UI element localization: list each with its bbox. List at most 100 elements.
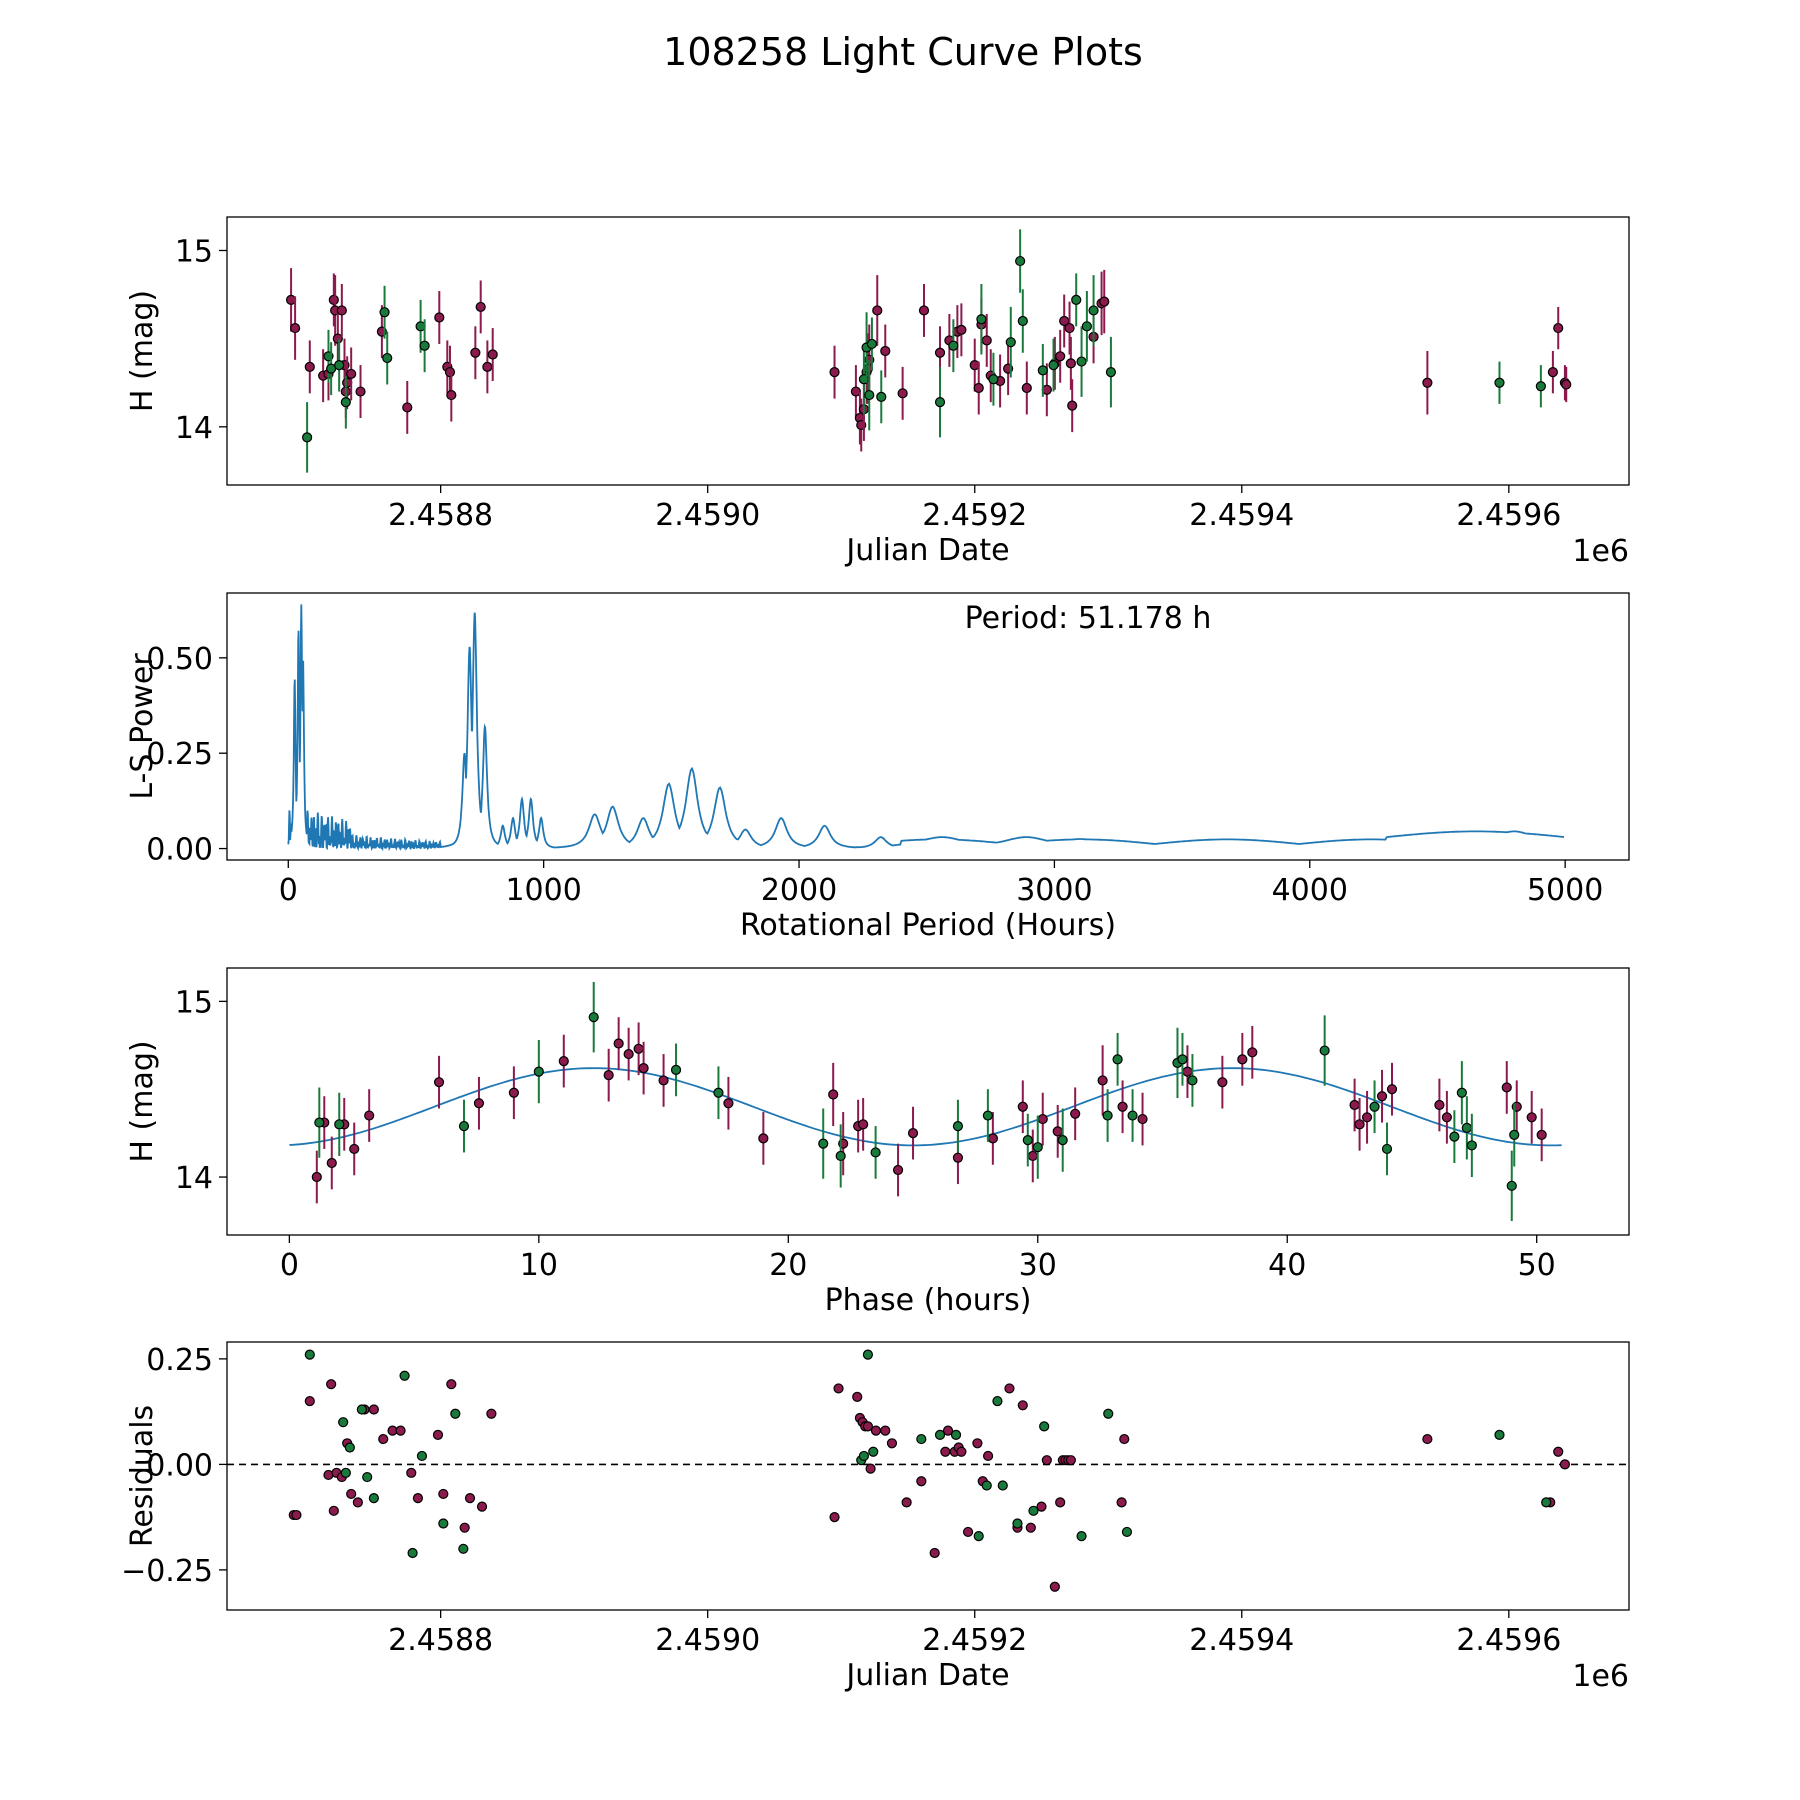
point-g	[399, 1370, 410, 1381]
point-g	[1088, 305, 1099, 316]
point-r	[1037, 1113, 1048, 1125]
point-r	[289, 322, 301, 334]
point-r	[872, 305, 883, 316]
point-r	[1182, 1066, 1193, 1077]
x-tick-label: 2.4594	[1189, 498, 1294, 533]
axes-frame	[226, 1341, 1630, 1611]
point-r	[1361, 1112, 1373, 1123]
point-g	[835, 1150, 846, 1162]
point-r	[829, 367, 840, 378]
point-g	[344, 1442, 355, 1453]
point-g	[973, 1531, 984, 1542]
point-g	[407, 1547, 418, 1559]
point-g	[334, 360, 345, 371]
point-r	[1117, 1101, 1128, 1112]
point-r	[1017, 1400, 1028, 1411]
point-r	[444, 367, 456, 378]
point-r	[929, 1547, 940, 1559]
point-g	[1037, 365, 1048, 376]
point-r	[1561, 379, 1572, 390]
point-r	[1237, 1054, 1248, 1065]
point-r	[438, 1488, 449, 1500]
x-tick-label: 1000	[505, 873, 581, 908]
point-g	[416, 1450, 428, 1462]
point-r	[973, 382, 984, 394]
y-tick-label: 15	[175, 235, 213, 270]
point-r	[1065, 358, 1076, 369]
x-axis-label: Rotational Period (Hours)	[740, 908, 1116, 943]
point-g	[1494, 1429, 1505, 1440]
point-r	[328, 294, 339, 305]
point-r	[1036, 1501, 1047, 1512]
point-r	[473, 1098, 485, 1109]
point-g	[976, 314, 987, 325]
point-r	[368, 1404, 379, 1415]
point-g	[1369, 1101, 1380, 1112]
point-r	[987, 1133, 998, 1144]
plot-area	[227, 1349, 1629, 1592]
point-r	[336, 305, 347, 316]
point-r	[982, 1450, 994, 1462]
period-annotation: Period: 51.178 h	[965, 601, 1212, 636]
panel-phased: 0 10 20 30 40 50 14 15 Phase (hours) H (mag)	[125, 967, 1630, 1318]
point-r	[1547, 367, 1558, 378]
point-r	[433, 1077, 445, 1088]
point-r	[886, 1438, 898, 1449]
point-r	[1017, 1101, 1028, 1112]
point-g	[1456, 1087, 1467, 1098]
y-tick-label: 0.50	[146, 642, 213, 677]
point-r	[828, 1089, 839, 1100]
point-g	[1319, 1045, 1330, 1056]
point-g	[981, 1480, 992, 1491]
y-tick-label: 0.00	[146, 1448, 213, 1483]
point-r	[1137, 1113, 1148, 1125]
point-g	[450, 1408, 461, 1419]
point-g	[1509, 1129, 1520, 1140]
point-g	[314, 1117, 325, 1128]
point-r	[346, 368, 357, 380]
point-g	[1071, 294, 1082, 305]
point-r	[1349, 1099, 1360, 1111]
point-g	[419, 340, 430, 351]
point-r	[1422, 1433, 1433, 1445]
point-r	[758, 1133, 769, 1144]
point-r	[1553, 322, 1564, 334]
point-g	[1177, 1054, 1188, 1065]
point-g	[876, 391, 887, 402]
point-g	[1048, 360, 1059, 371]
point-r	[892, 1164, 904, 1176]
point-r	[1536, 1129, 1547, 1140]
point-r	[304, 1395, 315, 1407]
point-r	[446, 389, 457, 401]
point-g	[1541, 1497, 1552, 1508]
point-r	[1434, 1099, 1445, 1111]
offset-text: 1e6	[1572, 1659, 1629, 1694]
point-g	[858, 1450, 870, 1462]
point-r	[638, 1063, 649, 1074]
point-r	[482, 361, 493, 372]
panel-periodogram: 0 1000 2000 3000 4000 5000 0.00 0.25 0.50 Rotatio…	[125, 592, 1630, 943]
point-g	[988, 374, 999, 385]
point-g	[1022, 1135, 1033, 1146]
point-g	[338, 1417, 349, 1428]
point-g	[438, 1518, 449, 1529]
point-r	[291, 1509, 302, 1521]
point-r	[862, 1421, 874, 1432]
point-r	[852, 1391, 863, 1402]
x-tick-label: 2.4590	[655, 498, 760, 533]
point-g	[588, 1012, 599, 1023]
point-r	[1055, 351, 1066, 362]
point-g	[1494, 377, 1505, 388]
point-r	[870, 1425, 882, 1436]
plot-area	[285, 229, 1572, 473]
point-r	[956, 324, 967, 335]
point-r	[829, 1512, 840, 1523]
y-axis-label: H (mag)	[125, 290, 160, 412]
point-r	[1041, 1455, 1052, 1466]
point-g	[1381, 1143, 1393, 1155]
point-g	[1028, 1505, 1039, 1516]
x-tick-label: 4000	[1272, 873, 1348, 908]
point-g	[1015, 255, 1026, 267]
point-g	[356, 1404, 367, 1415]
